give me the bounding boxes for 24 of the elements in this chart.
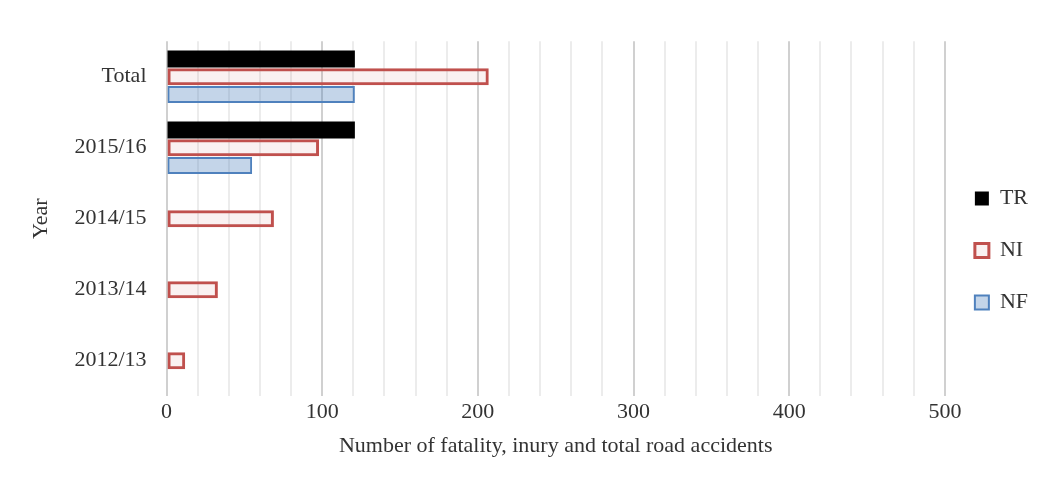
bar bbox=[167, 50, 355, 68]
y-tick-label: 2012/13 bbox=[74, 346, 147, 372]
x-tick-label: 500 bbox=[928, 398, 962, 424]
x-tick-label: 300 bbox=[617, 398, 651, 424]
x-axis-title: Number of fatality, inury and total road accidents bbox=[338, 431, 773, 457]
x-tick-label: 200 bbox=[461, 398, 495, 424]
x-tick-label: 100 bbox=[305, 398, 339, 424]
legend-label: NI bbox=[999, 236, 1024, 262]
bar bbox=[167, 68, 489, 86]
x-tick-label: 0 bbox=[161, 398, 173, 424]
legend-label: TR bbox=[999, 184, 1029, 210]
y-tick-label: 2015/16 bbox=[74, 133, 147, 159]
bar bbox=[167, 86, 355, 103]
bar bbox=[167, 210, 274, 228]
bar bbox=[167, 121, 355, 139]
bar bbox=[167, 281, 218, 299]
y-tick-label: 2014/15 bbox=[74, 204, 147, 230]
y-tick-label: 2013/14 bbox=[74, 275, 147, 301]
y-tick-label: Total bbox=[101, 62, 147, 88]
x-tick-label: 400 bbox=[772, 398, 806, 424]
legend-label: NF bbox=[999, 288, 1028, 314]
y-axis-title: Year bbox=[26, 197, 52, 239]
bar bbox=[167, 157, 253, 174]
bar bbox=[167, 139, 320, 157]
